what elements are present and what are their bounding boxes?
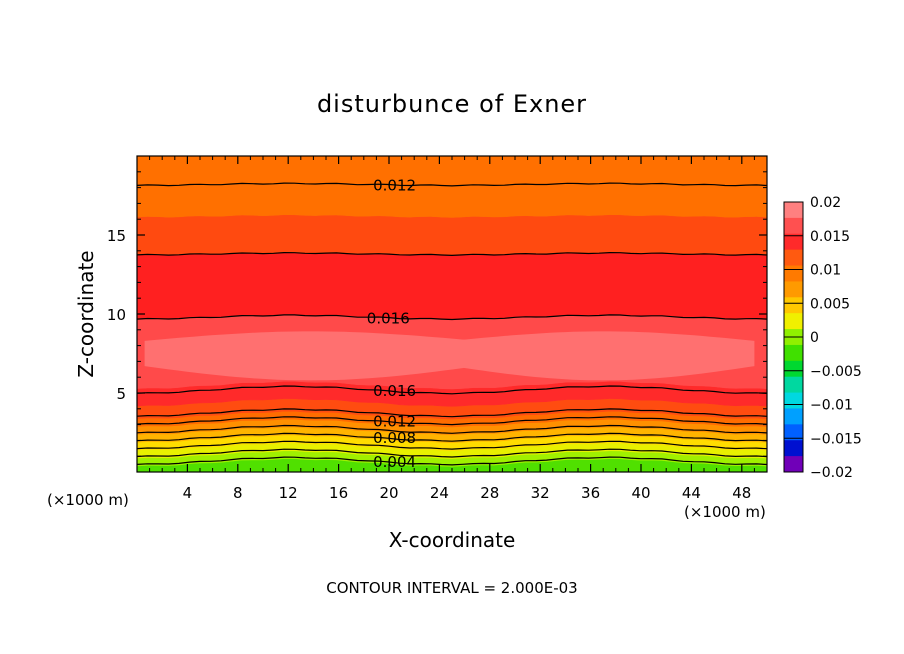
colorbar-label: −0.01 [810,398,853,414]
x-tick-label: 20 [379,484,398,502]
x-unit-right: (×1000 m) [684,503,766,521]
x-tick-label: 12 [279,484,298,502]
contour-label: 0.008 [373,429,416,447]
contour-label: 0.016 [367,309,410,327]
contour-band [137,252,767,320]
x-tick-label: 40 [631,484,650,502]
contour-band [137,156,767,218]
contour-label: 0.004 [373,453,416,471]
y-axis-label: Z-coordinate [74,250,98,377]
colorbar-swatch [784,344,803,362]
colorbar-swatch [784,297,803,314]
y-tick-label: 15 [107,227,126,245]
colorbar-swatch [784,424,803,441]
contour-label: 0.016 [373,382,416,400]
contour-line [137,416,767,426]
colorbar-label: −0.02 [810,465,853,481]
contour-line [137,314,767,321]
x-tick-label: 28 [480,484,499,502]
colorbar-label: 0.01 [810,263,841,279]
colorbar-swatch [784,313,803,330]
chart-title: disturbunce of Exner [317,90,587,118]
colorbar-label: −0.005 [810,364,862,380]
colorbar-swatch [784,392,803,409]
colorbar-swatch [784,249,803,267]
colorbar-label: 0.02 [810,195,841,211]
colorbar-swatch [784,281,803,298]
contour-line [137,385,767,395]
y-tick-label: 10 [107,306,126,324]
contour-line [137,251,767,257]
colorbar-label: 0.015 [810,229,850,245]
contour-line [137,440,767,450]
colorbar-swatch [784,265,803,282]
contour-lines [137,182,767,466]
contour-line [137,432,767,442]
colorbar-swatch [784,217,803,235]
colorbar: 0.02 0.015 0.01 0.005 0 −0.005 −0.01 −0.015 −0.0… [783,195,862,481]
contour-line [137,424,767,434]
colorbar-label: −0.015 [810,431,862,447]
x-tick-label: 32 [531,484,550,502]
high-core-right [452,331,755,381]
contour-line [137,456,767,466]
color-bands [137,156,767,472]
plot-area [137,156,767,472]
contour-interval-note: CONTOUR INTERVAL = 2.000E-03 [326,579,577,597]
contour-label: 0.012 [373,413,416,431]
colorbar-swatch [784,202,803,219]
x-tick-label: 8 [233,484,243,502]
y-tick-label: 5 [116,385,126,403]
contour-line [137,448,767,458]
contour-label: 0.012 [373,176,416,194]
colorbar-swatch [784,440,803,457]
colorbar-swatch [784,456,803,473]
contour-line [137,408,767,418]
x-axis-label: X-coordinate [389,528,516,552]
colorbar-swatch [784,233,803,251]
contour-band [137,214,767,256]
x-tick-label: 36 [581,484,600,502]
high-core-left [144,331,478,381]
colorbar-label: 0 [810,330,819,346]
x-unit-left: (×1000 m) [47,491,129,509]
x-tick-label: 48 [732,484,751,502]
contour-line [137,182,767,187]
x-tick-label: 24 [430,484,449,502]
colorbar-swatch [784,376,803,394]
x-tick-label: 44 [682,484,701,502]
colorbar-label: 0.005 [810,296,850,312]
x-tick-label: 16 [329,484,348,502]
colorbar-swatch [784,408,803,425]
x-tick-label: 4 [183,484,193,502]
colorbar-swatch [784,360,803,378]
